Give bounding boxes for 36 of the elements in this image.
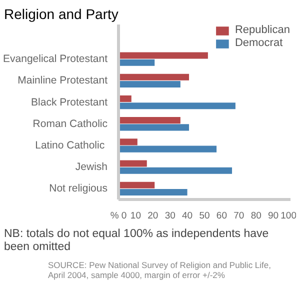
x-tick-label: 30 (164, 210, 176, 222)
bar (118, 117, 180, 124)
bar (118, 138, 138, 146)
x-tick-label: 70 (234, 210, 244, 222)
bar (118, 146, 217, 152)
x-tick-label: 20 (148, 210, 158, 222)
x-tick-label: 40 (182, 210, 193, 222)
bar (118, 102, 236, 110)
x-tick-label: 50 (199, 210, 210, 222)
legend-label: Democrat (234, 37, 283, 49)
x-tick-label: 10 (130, 210, 141, 222)
y-tick-label: Roman Catholic (32, 118, 108, 130)
bar (118, 182, 155, 188)
legend-label: Republican (234, 24, 290, 36)
y-tick-label: Black Protestant (31, 96, 108, 108)
x-tick-label: 100 (280, 210, 297, 222)
y-tick-label: Latino Catholic (35, 139, 105, 152)
y-tick-label: Evangelical Protestant (3, 53, 108, 66)
bar (118, 167, 232, 174)
bar (118, 160, 147, 167)
bar (118, 124, 190, 131)
bar (118, 52, 208, 59)
y-tick-label: Not religious (49, 182, 108, 195)
bar (118, 59, 155, 66)
text: NB: totals do not equal 100% as independents have been omitted (4, 228, 270, 254)
y-tick-label: Mainline Protestant (18, 74, 108, 87)
bar (118, 188, 188, 196)
bar (118, 80, 180, 88)
x-tick-label: 90 (268, 210, 279, 222)
chart-title: Religion and Party (4, 5, 118, 24)
x-tick-label: 80 (250, 210, 262, 222)
bar (118, 74, 190, 80)
x-tick-label: % 0 (110, 210, 127, 222)
x-tick-label: 60 (216, 210, 227, 222)
source-note: SOURCE: Pew National Survey of Religion and Public Life, April 2004, sample 4000, margin of error +/-2% (48, 260, 272, 280)
y-tick-label: Jewish (75, 161, 108, 174)
